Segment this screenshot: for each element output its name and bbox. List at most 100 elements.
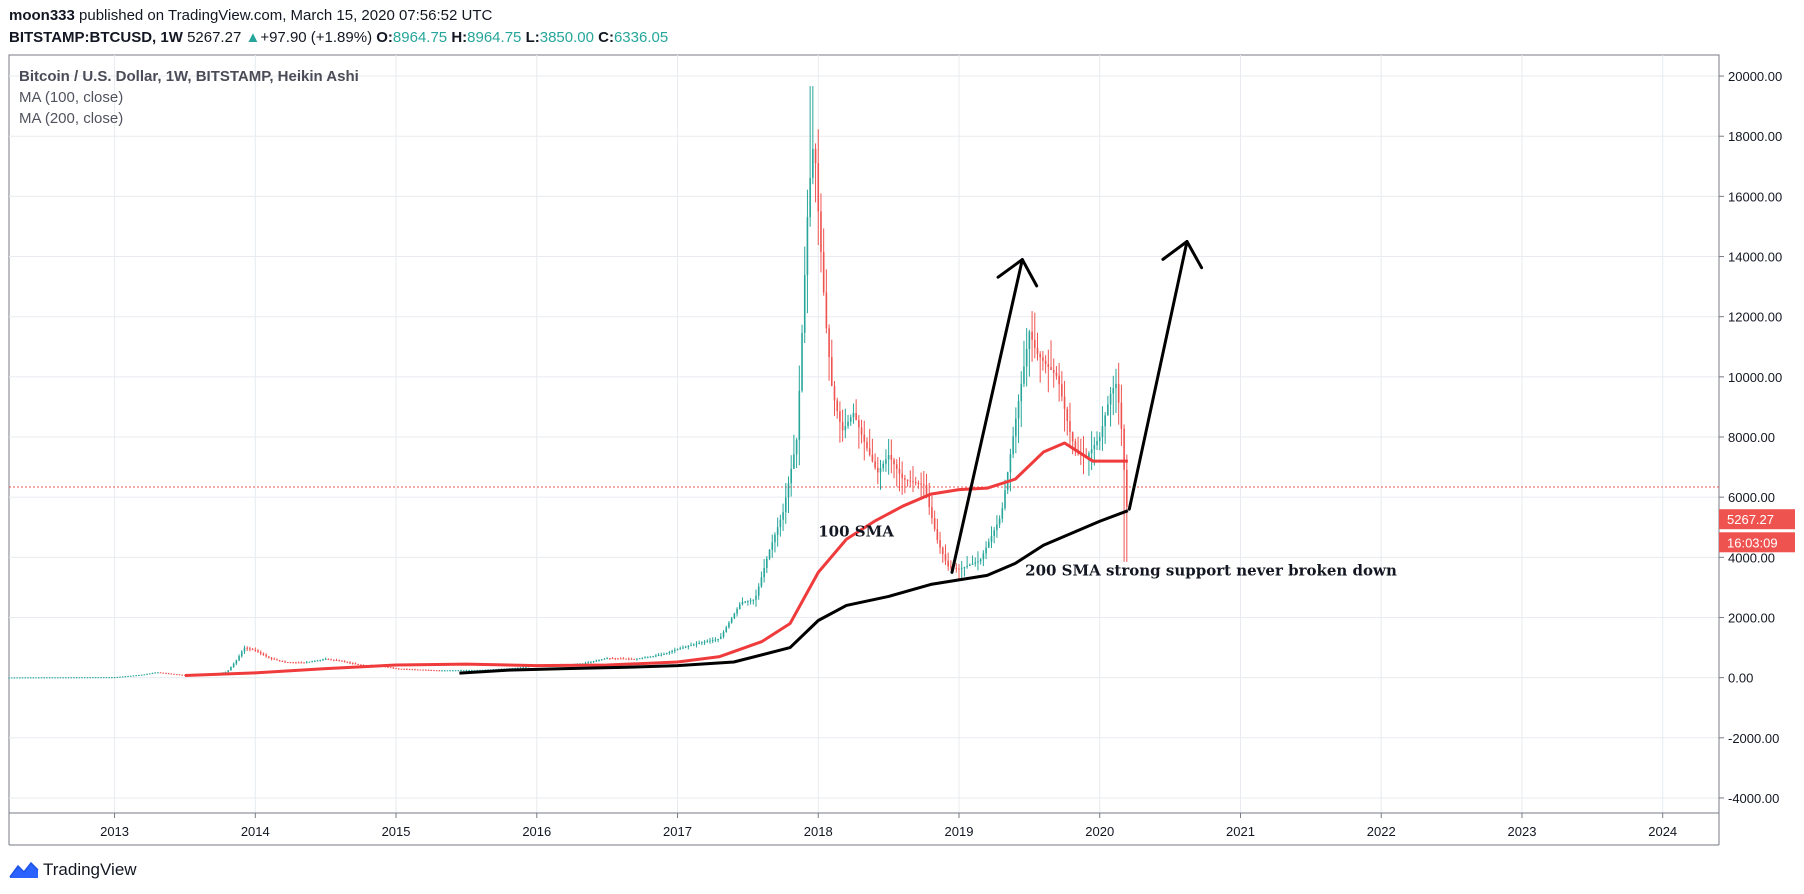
candle-body [257, 650, 259, 653]
candle-body [749, 600, 752, 602]
candle-body [895, 464, 898, 469]
candle-body [83, 677, 86, 679]
candle-body [246, 647, 248, 649]
candle-body [235, 660, 238, 664]
candle-body [795, 439, 798, 455]
candle-body [354, 663, 357, 665]
symbol-header: BITSTAMP:BTCUSD, 1W 5267.27 ▲+97.90 (+1.… [9, 28, 668, 48]
candle-body [430, 670, 433, 672]
candle-body [920, 483, 922, 485]
arrow-head [1161, 239, 1204, 270]
time-tick-label: 2013 [100, 824, 129, 839]
candle-body [1061, 384, 1063, 397]
candle-body [1096, 441, 1098, 446]
candle-body [828, 328, 830, 358]
price-badge-label: 16:03:09 [1727, 535, 1778, 550]
candle-body [996, 524, 998, 531]
candle-body [43, 677, 45, 679]
candle-body [414, 669, 416, 671]
candle-body [595, 660, 598, 662]
candle-body [752, 599, 755, 601]
candle-body [73, 677, 75, 679]
candle-body [636, 658, 638, 660]
candle-body [950, 566, 952, 568]
candle-body [1123, 428, 1125, 470]
candle-body [833, 386, 836, 401]
candle-body [887, 455, 890, 460]
legend-main-series[interactable]: Bitcoin / U.S. Dollar, 1W, BITSTAMP, Hei… [19, 68, 359, 85]
candle-body [262, 653, 265, 655]
publish-header: moon333 published on TradingView.com, Ma… [9, 6, 492, 26]
candle-body [59, 677, 62, 679]
candle-body [468, 670, 470, 672]
candle-body [70, 677, 73, 679]
candle-body [698, 642, 700, 644]
candle-body [931, 507, 933, 519]
candle-body [254, 649, 257, 651]
candle-body [46, 677, 48, 679]
candle-body [308, 661, 311, 663]
candle-body [67, 677, 70, 679]
brand-label: TradingView [43, 860, 137, 879]
candle-body [747, 600, 749, 602]
candle-body [885, 459, 887, 464]
candle-body [977, 561, 979, 563]
candle-body [939, 540, 941, 548]
candle-body [1044, 360, 1047, 365]
candle-body [598, 659, 600, 661]
candle-body [403, 668, 405, 670]
candle-body [1109, 393, 1112, 405]
candle-body [392, 667, 395, 669]
candle-body [525, 666, 527, 668]
candle-body [332, 659, 335, 661]
candle-body [278, 660, 281, 662]
candle-body [728, 622, 730, 628]
ohlc-open-value: 8964.75 [392, 29, 448, 46]
candle-body [157, 672, 159, 674]
candle-body [286, 662, 289, 664]
price-tick-label: 16000.00 [1728, 189, 1782, 204]
candle-body [16, 677, 18, 679]
candle-body [265, 654, 267, 657]
candle-body [295, 662, 297, 664]
candle-body [1107, 404, 1109, 416]
candle-body [276, 659, 278, 661]
candle-body [866, 441, 868, 449]
candle-body [97, 677, 100, 679]
candle-body [146, 673, 148, 675]
change-value: +97.90 (+1.89%) [260, 29, 373, 46]
candle-body [923, 484, 925, 486]
candle-body [1088, 453, 1090, 458]
candle-body [35, 677, 37, 679]
ohlc-open-key: O: [376, 29, 393, 46]
legend-ma200[interactable]: MA (200, close) [19, 110, 124, 127]
candle-body [449, 670, 451, 672]
candle-body [165, 672, 167, 674]
tradingview-branding[interactable]: TradingView [9, 860, 137, 880]
candle-body [901, 473, 903, 479]
author-name[interactable]: moon333 [9, 7, 75, 24]
candle-body [622, 658, 625, 660]
price-axis[interactable]: -4000.00 -2000.00 0.00 2000.00 4000.00 6000.0… [1719, 69, 1782, 806]
tradingview-logo-icon [9, 861, 39, 878]
time-axis[interactable]: 2013 2014 2015 2016 2017 2018 2019 2020 2021 2022… [100, 813, 1677, 839]
candle-body [860, 427, 863, 435]
candle-body [75, 677, 78, 679]
price-badge-bg [1719, 532, 1795, 553]
candle-body [690, 645, 692, 647]
drawn-arrows [950, 239, 1204, 574]
arrow-shaft [1127, 239, 1189, 511]
candle-body [460, 670, 462, 672]
candle-body [852, 412, 855, 418]
candle-body [311, 661, 313, 663]
candle-body [628, 658, 630, 660]
price-tick-label: 20000.00 [1728, 69, 1782, 84]
candle-body [825, 292, 828, 329]
price-badge-label: 5267.27 [1727, 512, 1774, 527]
candle-body [400, 668, 403, 670]
legend-ma100[interactable]: MA (100, close) [19, 89, 124, 106]
candle-body [314, 660, 316, 662]
candle-body [944, 554, 947, 561]
candle-body [787, 483, 790, 498]
